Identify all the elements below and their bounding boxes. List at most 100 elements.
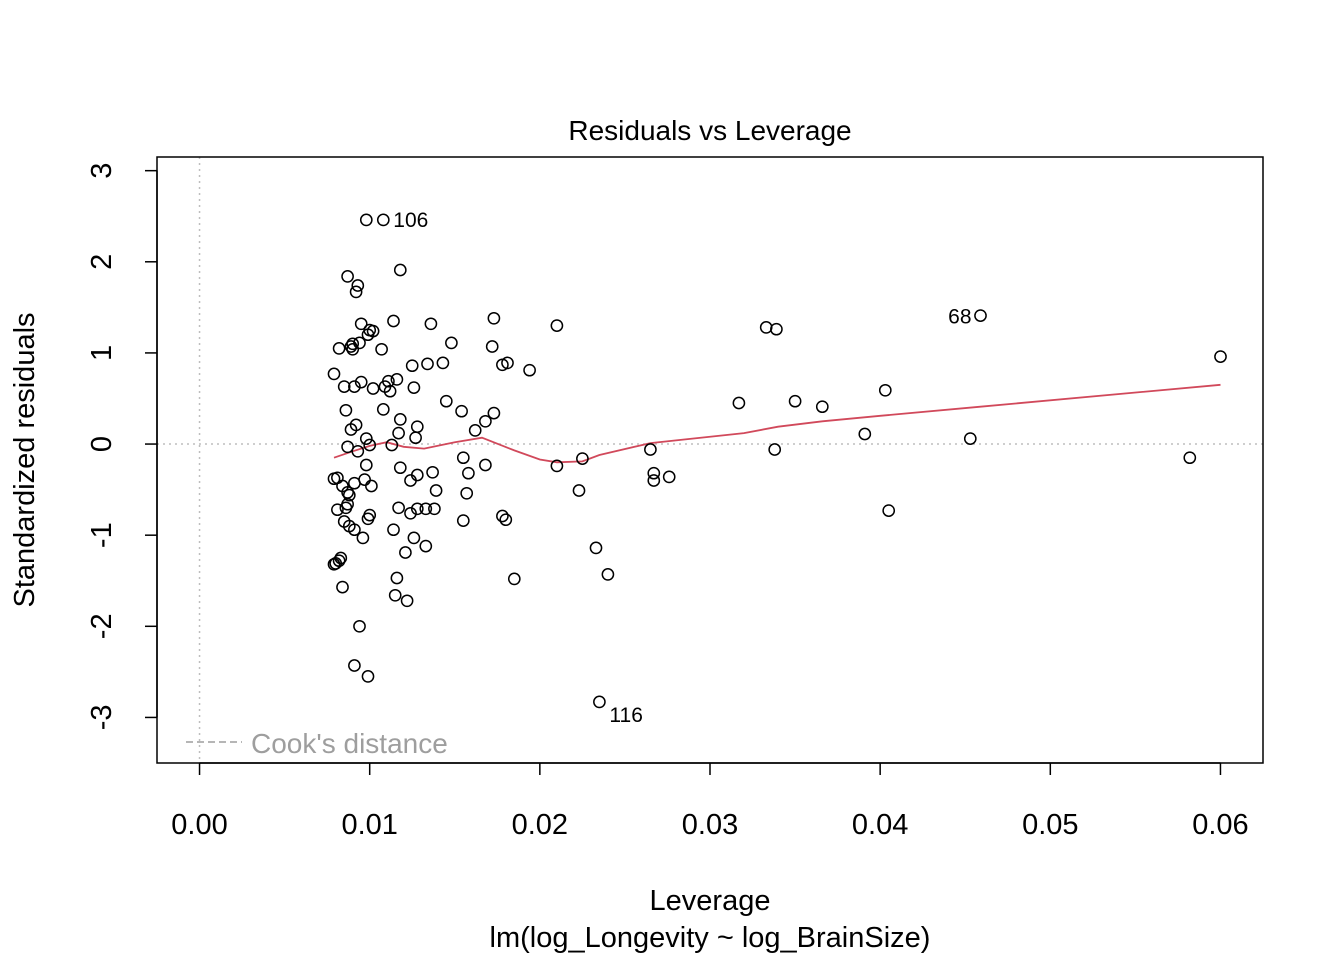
data-point-85 [601, 568, 615, 581]
y-tick-label-5: 2 [86, 254, 118, 270]
data-point-18 [332, 342, 346, 355]
x-tick-label-2: 0.02 [512, 809, 568, 841]
data-point-36 [390, 373, 404, 386]
data-point-64 [963, 432, 977, 445]
data-point-124 [336, 580, 349, 594]
chart-title: Residuals vs Leverage [568, 115, 851, 146]
data-point-51 [359, 432, 373, 445]
data-point-110 [428, 502, 441, 516]
data-point-75 [572, 484, 586, 497]
data-point-128 [348, 659, 361, 672]
data-point-68 [882, 504, 896, 517]
data-point-62 [858, 427, 872, 441]
data-point-122 [327, 557, 341, 571]
data-point-74 [550, 459, 564, 473]
data-point-13 [361, 328, 375, 342]
data-point-19 [346, 342, 360, 356]
data-point-97 [342, 488, 356, 502]
data-point-27 [523, 363, 536, 377]
data-point-55 [351, 444, 365, 458]
data-point-81 [496, 509, 509, 523]
data-point-73 [576, 452, 589, 465]
data-point-107 [404, 506, 417, 520]
data-point-22 [405, 359, 419, 373]
legend-label: Cook's distance [251, 728, 448, 759]
x-tick-label-3: 0.03 [682, 809, 738, 841]
data-point-48 [468, 424, 482, 437]
data-point-92 [429, 484, 443, 497]
data-point-44 [393, 413, 407, 426]
points-layer [327, 213, 1227, 709]
reference-lines [157, 157, 1263, 763]
data-point-10 [424, 317, 438, 331]
data-point-71 [647, 474, 661, 487]
data-point-2 [393, 263, 407, 277]
data-point-80 [456, 514, 470, 527]
data-point-46 [409, 431, 422, 445]
data-point-30 [348, 380, 361, 393]
legend: Cook's distance [186, 728, 448, 759]
data-point-15 [353, 336, 366, 350]
x-tick-label-4: 0.04 [852, 809, 908, 841]
data-point-3 [341, 270, 354, 283]
data-point-109 [419, 502, 433, 516]
data-point-61 [878, 383, 892, 397]
y-tick-label-3: 0 [86, 436, 118, 452]
data-point-79 [460, 486, 474, 500]
data-point-40 [439, 394, 453, 408]
data-point-29 [337, 380, 351, 393]
data-point-115 [387, 523, 400, 537]
data-point-60 [770, 322, 783, 336]
data-point-12 [550, 319, 564, 332]
data-point-32 [366, 382, 380, 395]
data-point-70 [647, 466, 661, 480]
data-point-88 [393, 461, 407, 475]
data-point-0 [359, 213, 373, 227]
data-point-105 [361, 512, 375, 526]
data-point-24 [436, 356, 450, 370]
data-point-82 [499, 513, 513, 527]
data-point-108 [410, 502, 424, 516]
data-point-84 [589, 541, 603, 555]
data-point-54 [385, 438, 399, 452]
data-point-86 [593, 695, 606, 709]
data-point-21 [485, 340, 499, 353]
y-tick-label-0: -3 [86, 705, 118, 731]
smoother-line [333, 383, 1221, 464]
data-point-126 [400, 594, 414, 608]
data-point-49 [479, 414, 492, 428]
data-point-47 [392, 426, 405, 440]
data-point-83 [507, 572, 521, 586]
data-point-65 [1214, 350, 1227, 363]
data-point-34 [382, 374, 395, 388]
y-tick-label-2: -1 [86, 522, 118, 548]
data-point-77 [462, 466, 475, 480]
point-labels: 106 68 116 [393, 209, 971, 727]
data-point-117 [419, 539, 433, 553]
data-point-91 [426, 465, 439, 479]
data-point-16 [346, 337, 360, 351]
data-point-56 [732, 396, 746, 410]
smoother-layer [333, 383, 1221, 464]
y-tick-label-1: -2 [86, 613, 118, 639]
data-point-113 [348, 523, 361, 537]
data-point-31 [354, 375, 368, 389]
y-axis: -3 -2 -1 0 1 2 3 [86, 163, 158, 731]
data-point-37 [407, 381, 421, 394]
x-tick-label-6: 0.06 [1192, 809, 1248, 841]
y-axis-title: Standardized residuals [9, 312, 41, 607]
data-point-17 [344, 340, 358, 353]
data-point-123 [390, 571, 404, 585]
point-label-116: 116 [609, 704, 642, 727]
y-tick-label-6: 3 [86, 163, 118, 179]
data-point-9 [387, 314, 400, 328]
data-point-87 [359, 458, 373, 472]
data-point-52 [363, 438, 377, 452]
data-point-103 [341, 497, 354, 511]
data-point-67 [768, 443, 782, 456]
data-point-100 [365, 479, 378, 493]
data-point-35 [383, 384, 397, 398]
data-point-129 [361, 670, 375, 683]
data-point-14 [445, 336, 458, 350]
